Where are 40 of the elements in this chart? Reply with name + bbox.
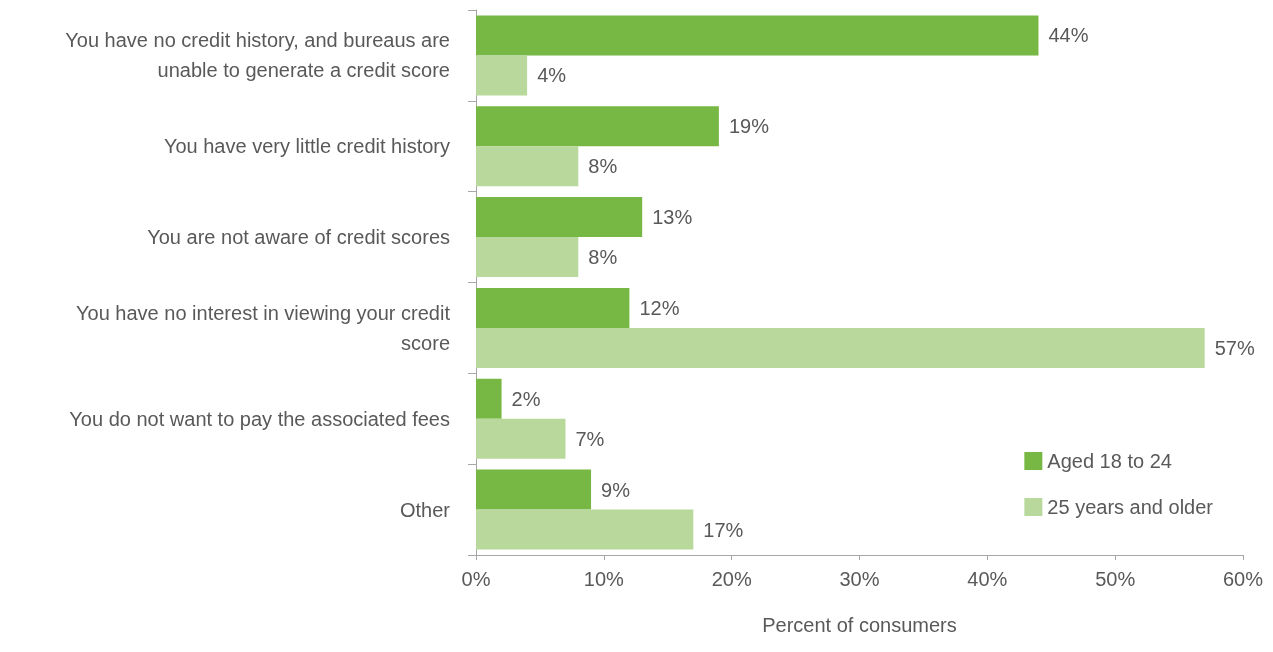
data-label: 4% (537, 64, 567, 87)
y-tick-label: You have very little credit history (163, 135, 450, 158)
x-tick-label: 40% (967, 568, 1008, 590)
y-tick-label: Other (399, 498, 451, 521)
bar (476, 509, 694, 550)
data-label: 44% (1048, 24, 1089, 47)
bar (476, 197, 643, 238)
x-tick-label: 30% (839, 568, 880, 590)
bar (476, 469, 592, 510)
bar (476, 55, 528, 96)
data-label: 12% (639, 296, 680, 319)
bar (476, 146, 579, 187)
data-label: 7% (575, 427, 605, 450)
x-tick-label: 10% (583, 568, 625, 590)
bar (476, 237, 579, 278)
legend-label: 25 years and older (1047, 496, 1214, 518)
data-label: 57% (1214, 336, 1255, 359)
data-label: 8% (588, 246, 618, 269)
legend-label: Aged 18 to 24 (1047, 450, 1172, 472)
bar (476, 15, 1039, 56)
x-tick-label: 0% (461, 568, 491, 590)
bar (476, 287, 630, 328)
x-tick-label: 60% (1222, 568, 1264, 590)
data-label: 17% (703, 518, 744, 541)
data-label: 2% (511, 387, 541, 410)
y-tick-label: You have no interest in viewing your credit score (76, 301, 451, 354)
data-label: 19% (728, 115, 770, 138)
y-tick-label: You do not want to pay the associated fees (69, 407, 450, 430)
data-label: 13% (652, 206, 693, 229)
bar (476, 106, 719, 147)
bar (476, 327, 1205, 368)
y-tick-label: You are not aware of credit scores (147, 226, 450, 249)
bar (476, 418, 566, 459)
x-tick-label: 20% (711, 568, 752, 590)
x-tick-label: 50% (1095, 568, 1136, 590)
data-label: 8% (588, 155, 618, 178)
y-tick-label: You have no credit history, and bureaus are unable to generate a credit score (65, 29, 450, 82)
bar (476, 378, 502, 419)
data-label: 9% (601, 478, 631, 501)
x-axis-title: Percent of consumers (762, 614, 957, 636)
